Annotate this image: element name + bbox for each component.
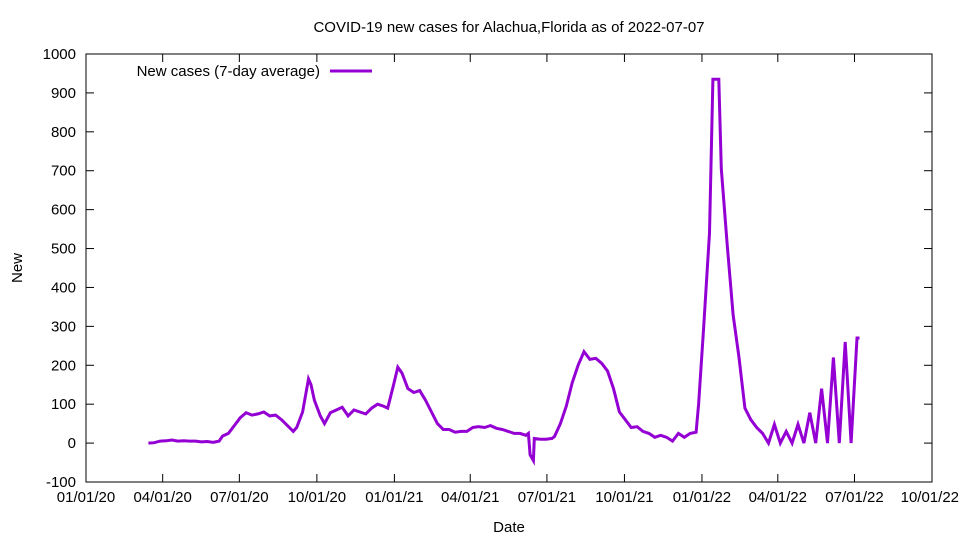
y-tick-label: 200 [51,357,76,374]
x-tick-label: 04/01/21 [441,489,499,506]
y-tick-label: 400 [51,279,76,296]
chart-title: COVID-19 new cases for Alachua,Florida a… [313,19,704,36]
y-axis-ticks: -100 0 100 200 300 400 500 600 700 800 900 1000 [43,46,932,491]
x-tick-label: 04/01/22 [749,489,807,506]
x-tick-label: 10/01/20 [288,489,346,506]
x-tick-label: 07/01/20 [210,489,268,506]
legend-label: New cases (7-day average) [137,63,320,80]
y-tick-label: 800 [51,124,76,141]
y-tick-label: 700 [51,163,76,180]
x-axis-label: Date [493,519,525,536]
y-tick-label: 100 [51,396,76,413]
legend: New cases (7-day average) [137,63,372,80]
y-tick-label: 600 [51,202,76,219]
x-tick-label: 01/01/21 [365,489,423,506]
x-tick-label: 10/01/21 [595,489,653,506]
y-axis-label: New [9,253,26,283]
y-tick-label: 900 [51,85,76,102]
series-line-new-cases [148,77,860,466]
x-tick-label: 01/01/22 [673,489,731,506]
y-tick-label: 1000 [43,46,76,63]
x-tick-label: 07/01/22 [825,489,883,506]
y-tick-label: 0 [68,435,76,452]
y-tick-label: 500 [51,241,76,258]
plot-area-frame [85,53,933,483]
x-tick-label: 07/01/21 [518,489,576,506]
x-tick-label: 04/01/20 [133,489,191,506]
x-tick-label: 01/01/20 [57,489,115,506]
x-tick-label: 10/01/22 [901,489,959,506]
y-tick-label: -100 [46,474,76,491]
y-tick-label: 300 [51,318,76,335]
x-axis-ticks: 01/01/20 04/01/20 07/01/20 10/01/20 01/01/21… [57,54,959,506]
